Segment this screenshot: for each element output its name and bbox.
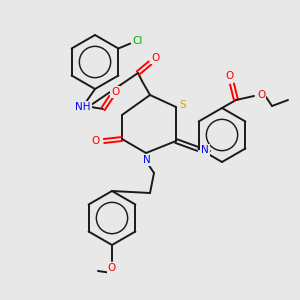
- Text: O: O: [92, 136, 100, 146]
- Text: O: O: [151, 53, 159, 63]
- Text: O: O: [108, 263, 116, 273]
- Text: O: O: [226, 71, 234, 81]
- Text: S: S: [180, 100, 186, 110]
- Text: NH: NH: [75, 102, 91, 112]
- Text: O: O: [257, 90, 265, 100]
- Text: N: N: [143, 155, 151, 165]
- Text: Cl: Cl: [132, 37, 142, 46]
- Text: O: O: [111, 87, 119, 97]
- Text: N: N: [201, 145, 209, 155]
